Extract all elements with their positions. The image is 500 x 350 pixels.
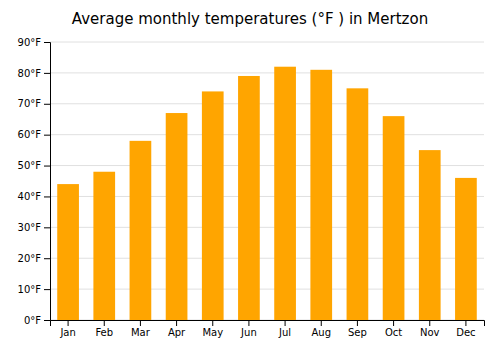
y-tick: 70°F [18,98,50,109]
tick-label: Feb [95,327,113,338]
tick-label: Jun [240,327,257,338]
tick-mark [44,320,50,321]
x-tick: Mar [131,320,151,338]
bar [166,113,188,320]
tick-label: Oct [385,327,402,338]
grid-line [50,103,484,104]
tick-mark [248,320,249,326]
bar [130,141,152,320]
title: Average monthly temperatures (°F ) in Me… [72,10,428,28]
tick-mark [104,320,105,326]
tick-label: 50°F [18,160,42,171]
bar [93,172,115,320]
tick-label: 30°F [18,222,42,233]
tick-label: 70°F [18,98,42,109]
tick-label: May [202,327,223,338]
y-tick: 90°F [18,37,50,48]
axis-line [44,43,51,321]
tick-mark [44,42,50,43]
tick-label: Jul [278,327,291,338]
tick-label: 20°F [18,253,42,264]
tick-mark [140,320,141,326]
tick-label: 0°F [24,315,41,326]
x-tick: Aug [311,320,331,338]
tick-label: 40°F [18,191,42,202]
y-axis: 0°F 10°F 20°F 30°F 40°F 50°F 60°F 70°F 80°F 90°F [18,37,51,326]
x-tick: Sep [348,320,367,338]
chart-container: 0°F 10°F 20°F 30°F 40°F 50°F 60°F 70°F 80°F 90°F J… [0,0,500,350]
bar [57,184,79,320]
tick-label: 80°F [18,68,42,79]
grid-line [50,42,484,43]
x-axis: Jan Feb Mar Apr May Jun Jul Aug Sep Oct Nov Dec [51,320,485,338]
x-tick: Oct [385,320,402,338]
x-tick: May [202,320,223,338]
tick-mark [44,166,50,167]
tick-label: Aug [311,327,331,338]
tick-label: Mar [131,327,151,338]
tick-mark [44,135,50,136]
bars [57,67,477,320]
y-tick: 20°F [18,253,50,264]
tick-mark [285,320,286,326]
bar [347,88,369,320]
tick-label: 10°F [18,284,42,295]
bar [274,67,296,320]
x-tick: Jul [278,320,291,338]
tick-mark [212,320,213,326]
tick-label: Nov [420,327,440,338]
tick-mark [429,320,430,326]
axis-line [51,321,485,327]
tick-label: 60°F [18,129,42,140]
bar [238,76,260,320]
tick-label: Apr [168,327,186,338]
y-tick: 80°F [18,68,50,79]
tick-mark [176,320,177,326]
y-tick: 40°F [18,191,50,202]
x-tick: Jan [59,320,75,338]
tick-mark [44,227,50,228]
x-tick: Jun [240,320,257,338]
chart-svg: 0°F 10°F 20°F 30°F 40°F 50°F 60°F 70°F 80°F 90°F J… [0,0,500,350]
plot: 0°F 10°F 20°F 30°F 40°F 50°F 60°F 70°F 80°F 90°F J… [18,37,485,338]
y-tick: 60°F [18,129,50,140]
tick-mark [357,320,358,326]
tick-label: Sep [348,327,367,338]
y-tick: 10°F [18,284,50,295]
y-tick: 50°F [18,160,50,171]
x-tick: Dec [456,320,475,338]
bar [419,150,441,320]
x-tick: Apr [168,320,186,338]
tick-label: Dec [456,327,475,338]
bar [310,70,332,320]
tick-label: 90°F [18,37,42,48]
grid-line [50,72,484,73]
tick-mark [44,196,50,197]
y-tick: 30°F [18,222,50,233]
tick-mark [44,73,50,74]
tick-mark [44,104,50,105]
tick-label: Jan [59,327,75,338]
y-tick: 0°F [24,315,50,326]
tick-mark [44,289,50,290]
grid-line [50,134,484,135]
bar [455,178,477,320]
tick-mark [68,320,69,326]
grid [50,42,484,320]
tick-mark [465,320,466,326]
tick-mark [44,258,50,259]
x-tick: Feb [95,320,113,338]
tick-mark [393,320,394,326]
tick-mark [321,320,322,326]
bar [202,91,224,320]
x-tick: Nov [420,320,440,338]
bar [383,116,405,320]
